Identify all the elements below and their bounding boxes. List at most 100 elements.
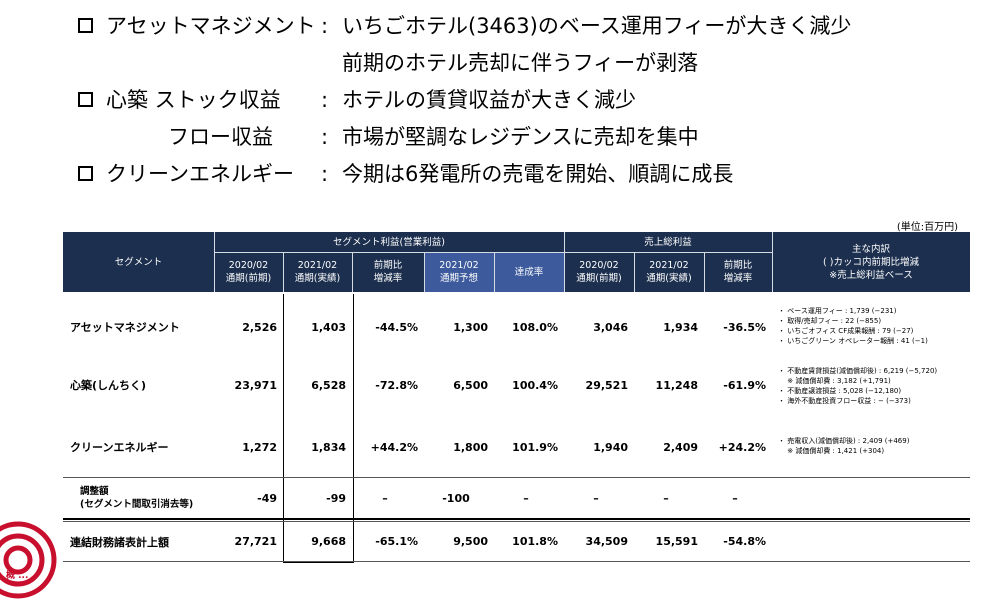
bullet-colon: : — [321, 125, 329, 149]
row-divider — [63, 477, 970, 478]
table-cell: -44.5% — [375, 320, 418, 334]
table-cell: 3,046 — [593, 320, 628, 334]
row-label: 心築(しんちく) — [70, 379, 147, 392]
header-col-8: 前期比 増減率 — [723, 260, 753, 284]
row-label: 調整額 (セグメント間取引消去等) — [80, 486, 194, 510]
table-cell: 101.9% — [512, 440, 558, 454]
header-divider — [772, 232, 773, 292]
header-op-profit-group: セグメント利益(営業利益) — [333, 236, 445, 248]
table-cell: 23,971 — [234, 378, 277, 392]
table-cell: 6,528 — [311, 378, 346, 392]
table-cell: – — [663, 491, 669, 505]
header-col-4: 2021/02 通期予想 — [424, 252, 494, 292]
table-cell: +44.2% — [370, 440, 418, 454]
actual-column-highlight — [283, 294, 354, 563]
row-note: ・ 不動産賃貸損益(減価償却後) : 6,219 (−5,720) — [778, 367, 938, 375]
table-cell: 11,248 — [655, 378, 698, 392]
table-cell: 1,403 — [311, 320, 346, 334]
bullet-label: フロー収益 — [168, 125, 273, 149]
table-cell: 100.4% — [512, 378, 558, 392]
table-cell: -100 — [442, 491, 470, 505]
table-cell: -61.9% — [723, 378, 766, 392]
table-cell: +24.2% — [718, 440, 766, 454]
row-note: ※ 減価償却費 : 1,421 (+304) — [778, 447, 885, 455]
bullet-text: ホテルの賃貸収益が大きく減少 — [342, 88, 636, 112]
header-breakdown: 主な内訳 ( )カッコ内前期比増減 ※売上総利益ベース — [823, 243, 919, 281]
bullet-text: いちごホテル(3463)のベース運用フィーが大きく減少 — [342, 14, 852, 38]
table-cell: 6,500 — [453, 378, 488, 392]
header-col-6: 2020/02 通期(前期) — [576, 260, 622, 284]
bullet-text: 市場が堅調なレジデンスに売却を集中 — [342, 125, 699, 149]
row-label: アセットマネジメント — [70, 321, 180, 334]
table-cell: -49 — [257, 491, 277, 505]
bullet-label: アセットマネジメント — [106, 14, 316, 38]
table-cell: – — [382, 491, 388, 505]
row-divider — [63, 518, 970, 520]
company-logo-icon — [0, 521, 57, 599]
table-cell: – — [732, 491, 738, 505]
row-label: 連結財務諸表計上額 — [70, 535, 169, 549]
header-col-3: 前期比 増減率 — [373, 260, 403, 284]
table-cell: – — [523, 491, 529, 505]
logo-caption: 概 ... — [6, 571, 29, 581]
bullet-text: 前期のホテル売却に伴うフィーが剥落 — [342, 51, 699, 75]
bullet-text: 今期は6発電所の売電を開始、順調に成長 — [342, 162, 734, 186]
row-note: ※ 減価償却費 : 3,182 (+1,791) — [778, 377, 891, 385]
table-cell: 2,409 — [663, 440, 698, 454]
table-cell: 15,591 — [655, 535, 698, 548]
header-divider — [494, 252, 495, 292]
row-note: ・ ベース運用フィー : 1,739 (−231) — [778, 307, 897, 315]
header-col-7: 2021/02 通期(実績) — [646, 260, 692, 284]
table-cell: 101.8% — [512, 535, 558, 548]
header-divider — [352, 252, 353, 292]
table-cell: -72.8% — [375, 378, 418, 392]
checkbox-square-icon — [78, 92, 93, 107]
bullet-colon: : — [321, 14, 329, 38]
bullet-label: クリーンエネルギー — [106, 162, 294, 186]
table-cell: 27,721 — [234, 535, 277, 548]
table-cell: 2,526 — [242, 320, 277, 334]
header-divider — [424, 252, 425, 292]
row-divider — [63, 521, 970, 522]
header-divider — [283, 252, 284, 292]
row-divider — [63, 561, 970, 562]
header-col-1: 2020/02 通期(前期) — [225, 260, 272, 284]
row-note: ・ 不動産譲渡損益 : 5,028 (−12,180) — [778, 387, 902, 395]
table-cell: -54.8% — [723, 535, 766, 548]
header-gross-profit-group: 売上総利益 — [644, 236, 692, 248]
row-note: ・ 取得/売却フィー : 22 (−855) — [778, 317, 882, 325]
checkbox-square-icon — [78, 166, 93, 181]
table-cell: 29,521 — [585, 378, 628, 392]
header-divider — [564, 232, 565, 292]
header-divider — [704, 252, 705, 292]
header-divider — [214, 252, 772, 253]
table-cell: 1,940 — [593, 440, 628, 454]
header-segment: セグメント — [114, 256, 163, 268]
row-note: ・ いちごグリーン オペレーター報酬 : 41 (−1) — [778, 337, 928, 345]
table-cell: -99 — [326, 491, 346, 505]
table-cell: – — [593, 491, 599, 505]
unit-note: (単位:百万円) — [896, 222, 958, 233]
table-cell: 34,509 — [585, 535, 628, 548]
row-label: クリーンエネルギー — [70, 441, 169, 454]
header-divider — [214, 232, 215, 292]
bullet-label: 心築 ストック収益 — [106, 88, 281, 112]
row-note: ・ 売電収入(減価償却後) : 2,409 (+469) — [778, 437, 910, 445]
header-divider — [634, 252, 635, 292]
bullet-colon: : — [321, 88, 329, 112]
checkbox-square-icon — [78, 18, 93, 33]
header-col-5: 達成率 — [494, 252, 564, 292]
row-note: ・ 海外不動産投資フロー収益 : − (−373) — [778, 397, 911, 405]
table-cell: 1,272 — [242, 440, 277, 454]
table-cell: 1,934 — [663, 320, 698, 334]
header-col-2: 2021/02 通期(実績) — [294, 260, 341, 284]
table-cell: 1,800 — [453, 440, 488, 454]
table-cell: 1,300 — [453, 320, 488, 334]
bullet-colon: : — [321, 162, 329, 186]
table-cell: 9,668 — [311, 535, 346, 548]
table-cell: -36.5% — [723, 320, 766, 334]
table-cell: 108.0% — [512, 320, 558, 334]
table-cell: -65.1% — [375, 535, 418, 548]
table-cell: 9,500 — [453, 535, 488, 548]
table-cell: 1,834 — [311, 440, 346, 454]
